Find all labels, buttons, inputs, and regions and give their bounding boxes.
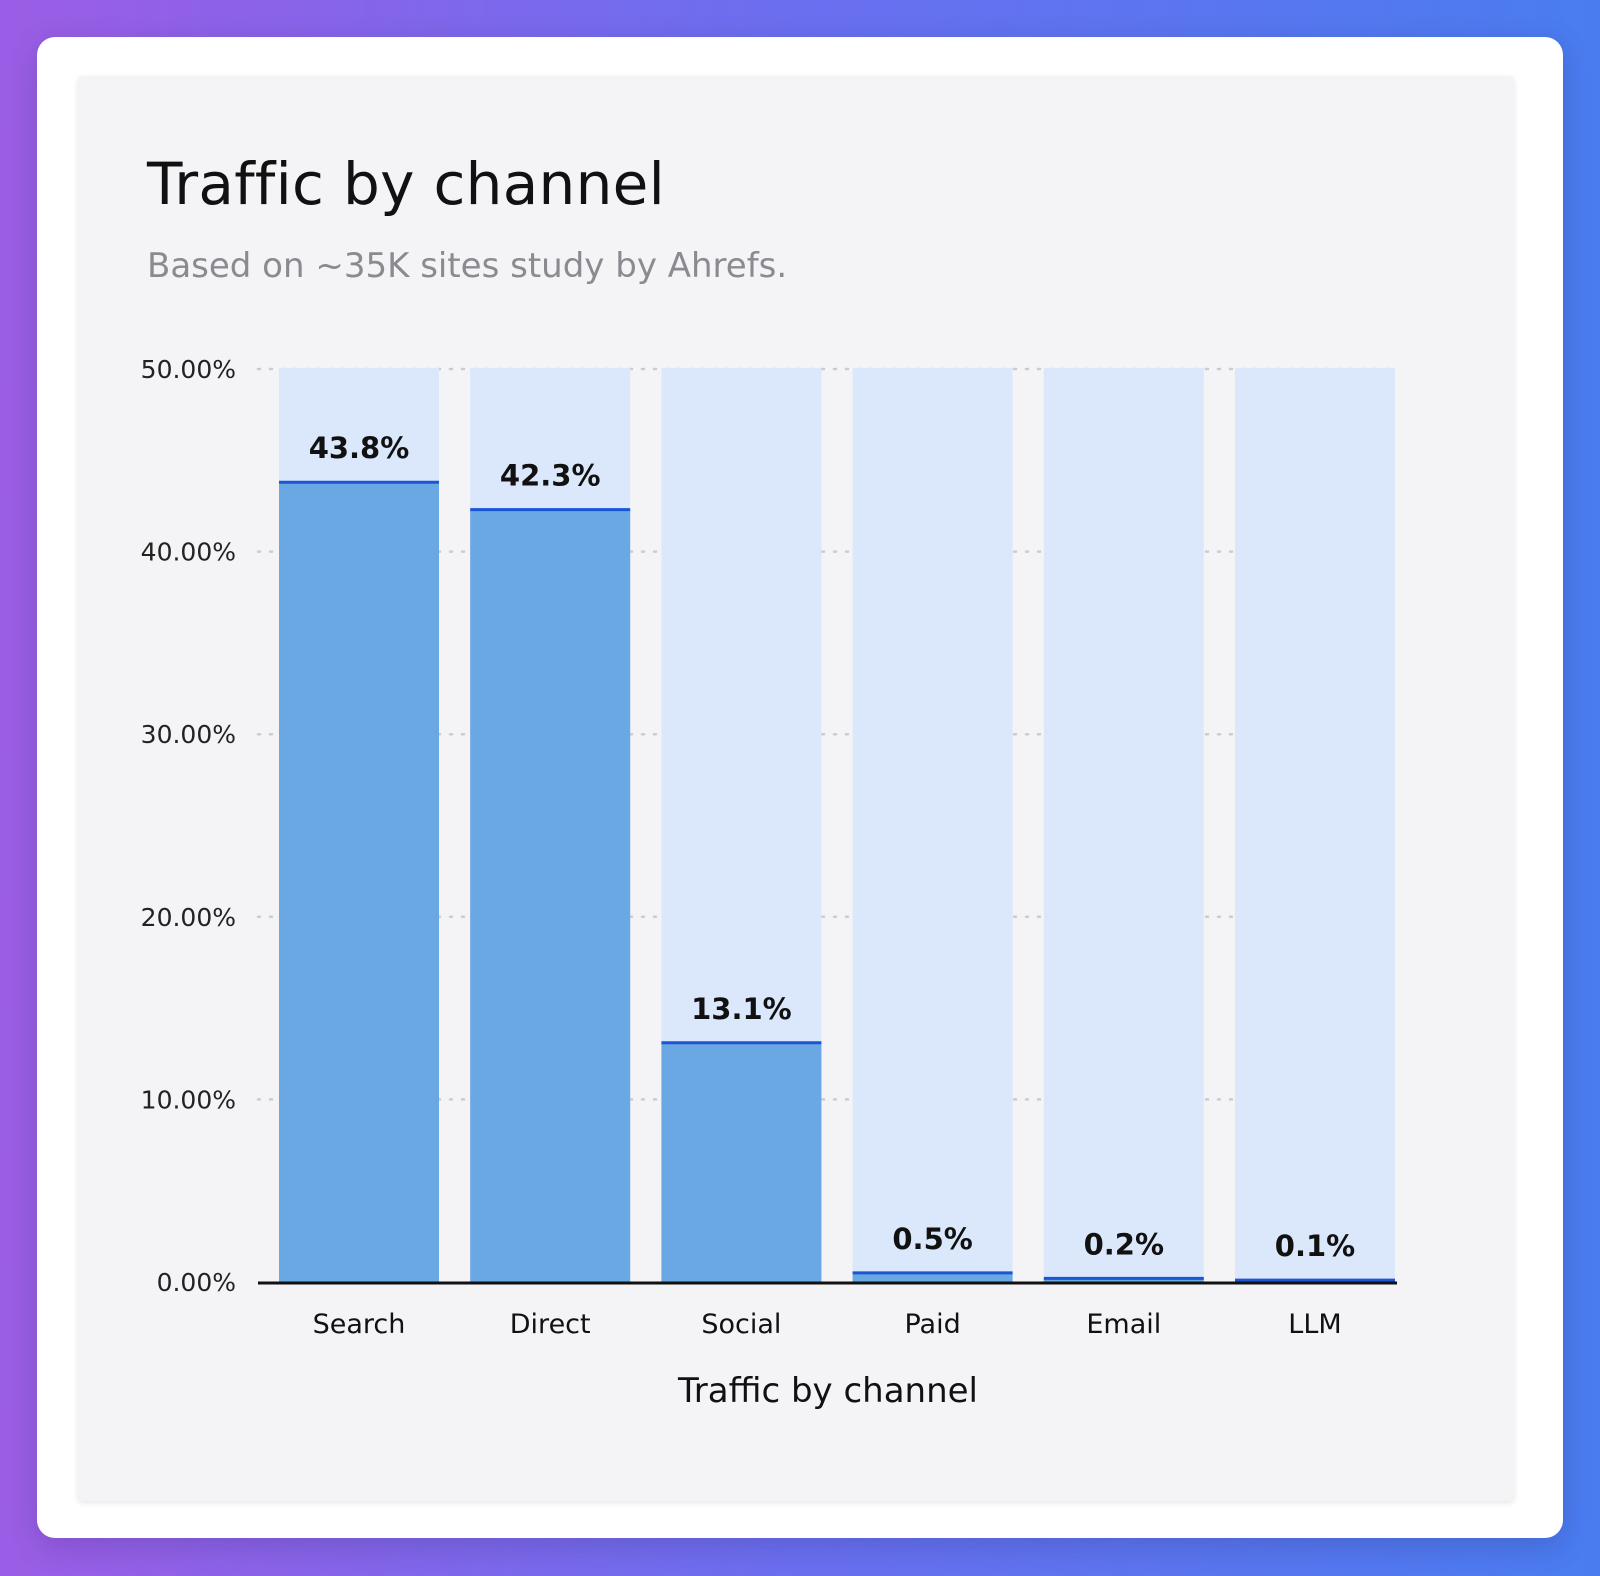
- y-tick-label: 10.00%: [141, 1085, 236, 1114]
- bar-value-label: 43.8%: [309, 431, 410, 465]
- x-axis-title: Traffic by channel: [677, 1371, 978, 1411]
- bar: [279, 482, 439, 1282]
- bar-value-label: 42.3%: [500, 459, 601, 493]
- bar: [661, 1042, 822, 1282]
- bar: [852, 1272, 1013, 1282]
- x-category-label: Paid: [904, 1309, 960, 1340]
- chart-subtitle: Based on ~35K sites study by Ahrefs.: [147, 246, 788, 286]
- x-category-label: LLM: [1288, 1309, 1341, 1340]
- bar-background: [852, 368, 1013, 1282]
- outer-card: Traffic by channel Based on ~35K sites s…: [37, 37, 1563, 1538]
- x-category-label: Search: [313, 1309, 406, 1340]
- bar-background: [1043, 368, 1204, 1282]
- bar-value-label: 0.1%: [1275, 1229, 1355, 1263]
- bar: [1043, 1278, 1204, 1282]
- y-tick-label: 20.00%: [141, 903, 236, 932]
- bar: [470, 509, 631, 1282]
- x-category-label: Email: [1086, 1309, 1161, 1340]
- y-tick-label: 50.00%: [141, 355, 236, 384]
- bar-chart: 0.00% 10.00% 20.00% 30.00% 40.00% 50.00% 43.8%…: [141, 355, 1399, 1411]
- y-tick-label: 30.00%: [141, 720, 236, 749]
- chart-title: Traffic by channel: [147, 150, 666, 218]
- chart-panel: Traffic by channel Based on ~35K sites s…: [78, 76, 1514, 1501]
- bar-value-label: 13.1%: [691, 992, 792, 1026]
- x-category-label: Direct: [510, 1309, 591, 1340]
- bar-value-label: 0.2%: [1084, 1227, 1164, 1261]
- x-category-label: Social: [701, 1309, 781, 1340]
- y-tick-label: 0.00%: [157, 1268, 236, 1297]
- y-tick-label: 40.00%: [141, 538, 236, 567]
- bar-background: [1235, 368, 1395, 1282]
- bar-value-label: 0.5%: [892, 1222, 972, 1256]
